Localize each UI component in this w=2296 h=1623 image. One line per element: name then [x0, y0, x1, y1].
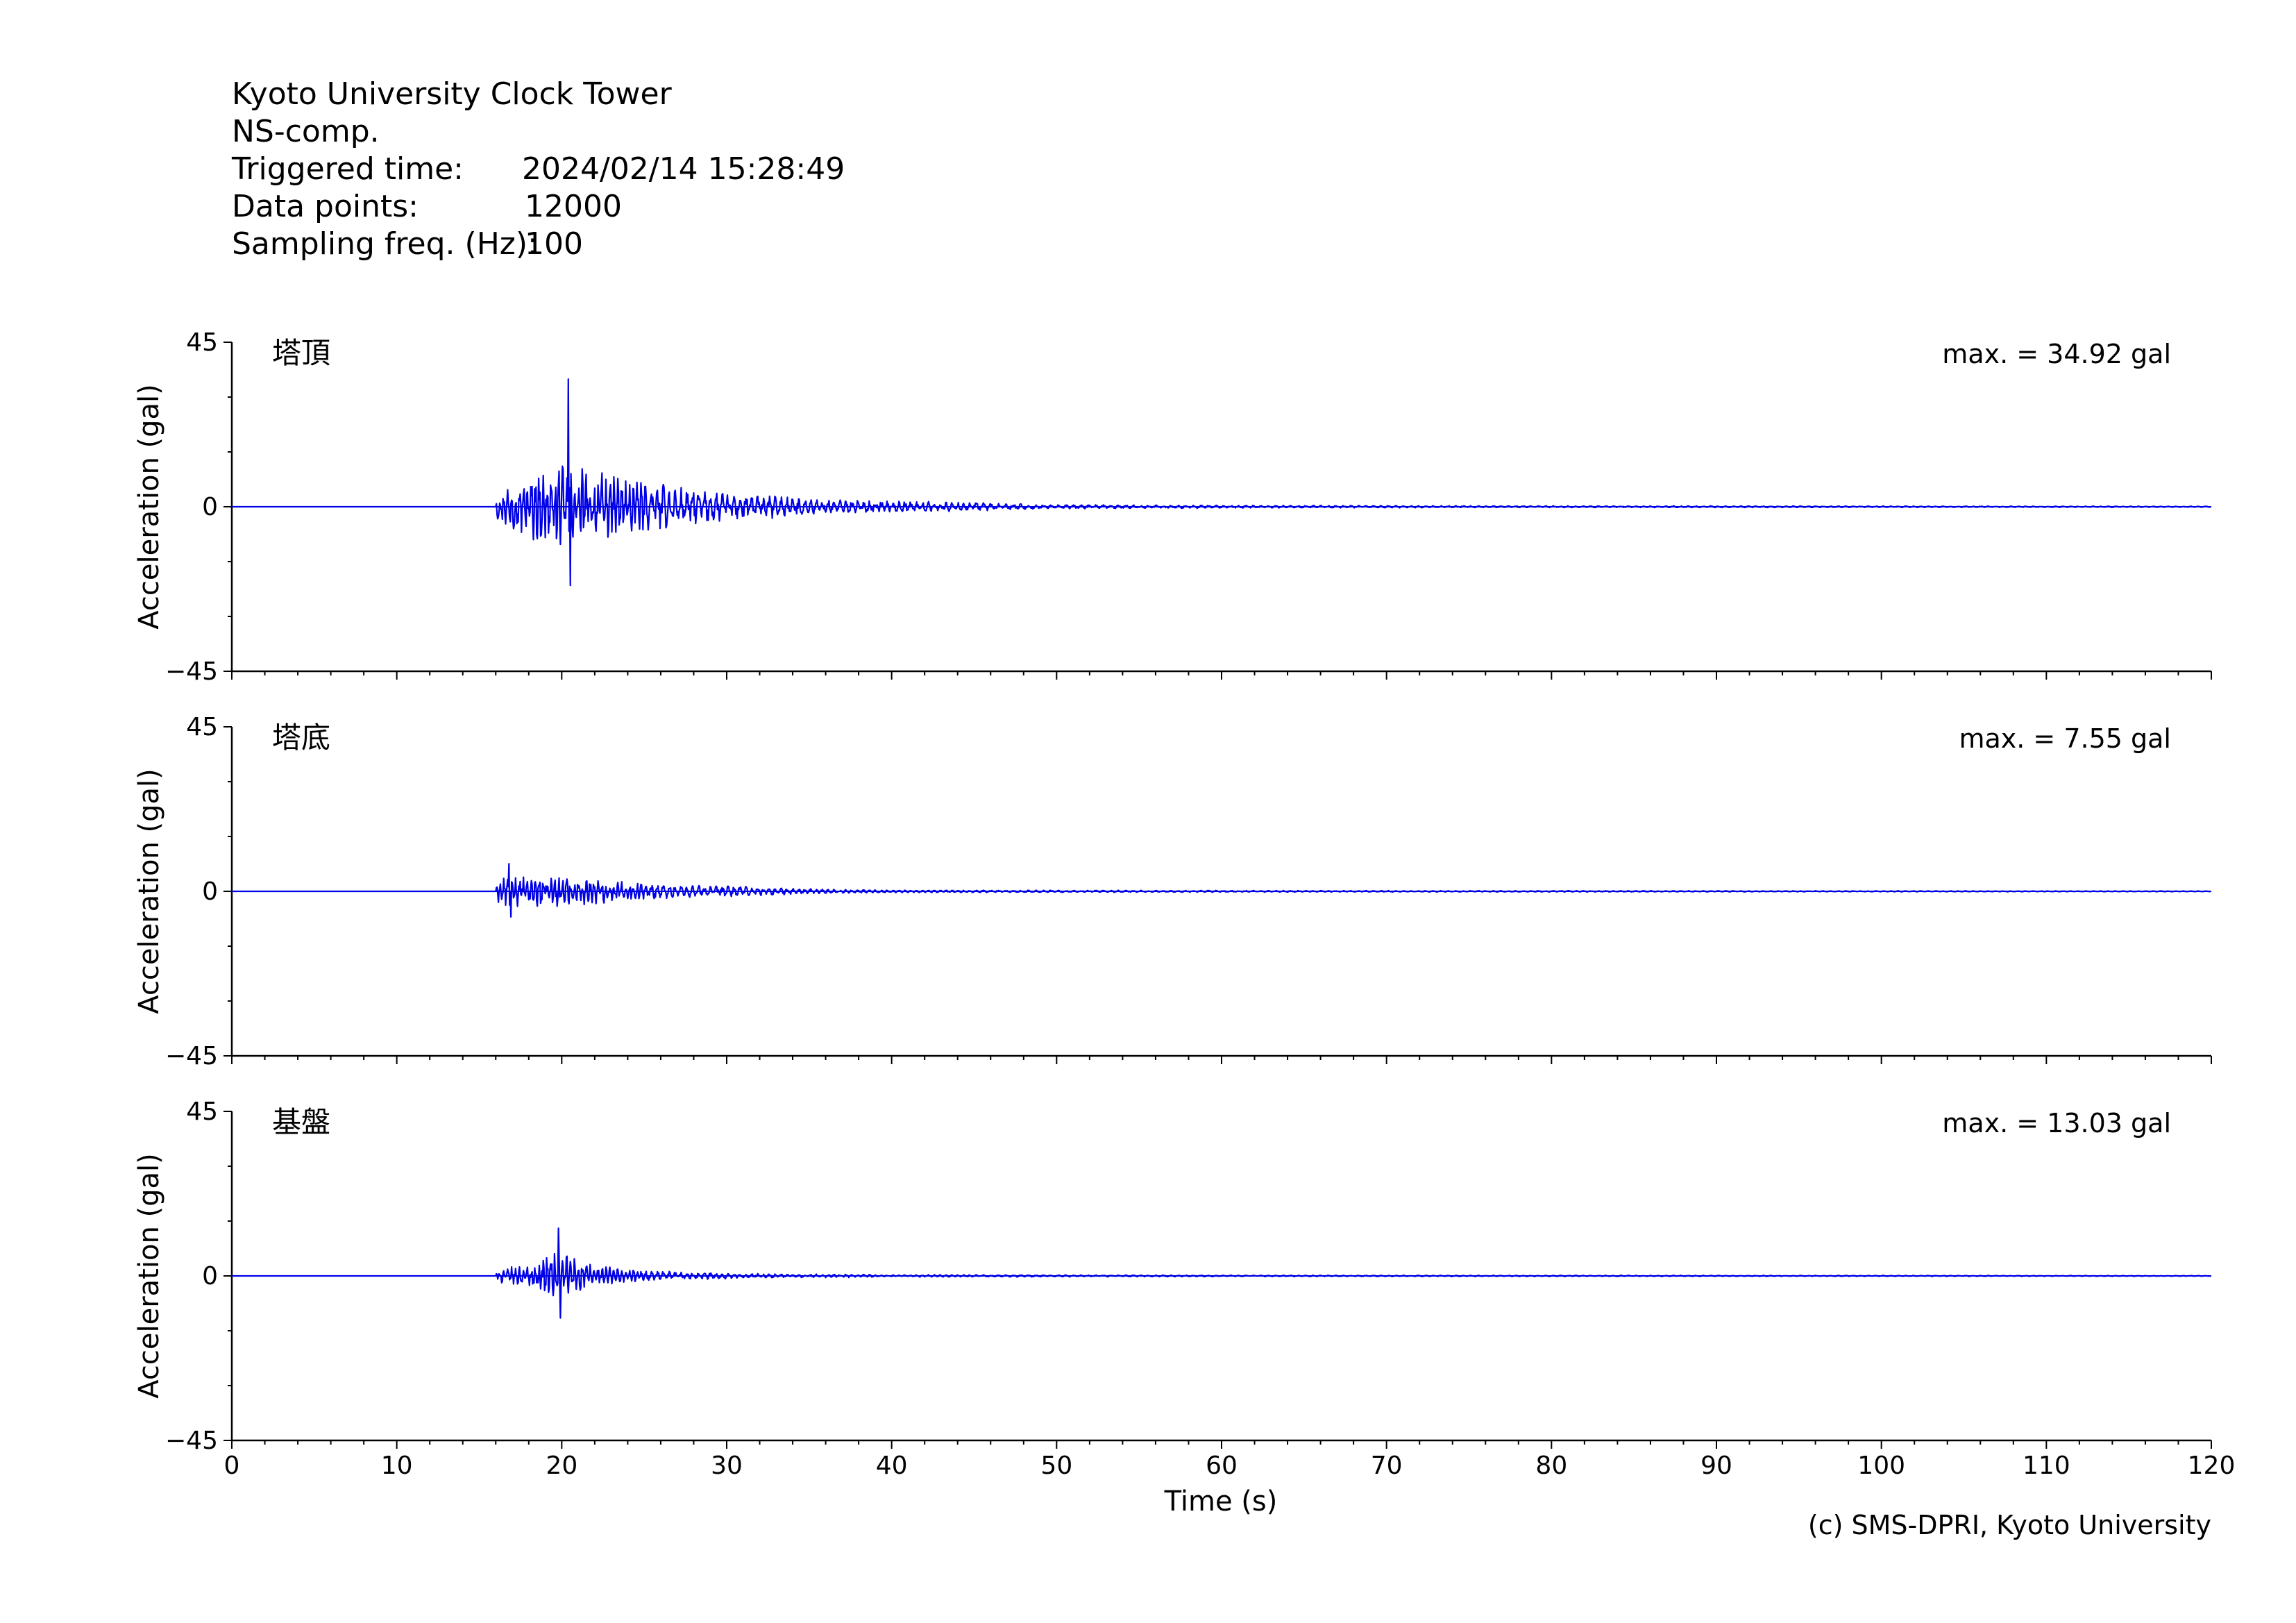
x-axis-title: Time (s)	[1164, 1486, 1278, 1517]
x-tick-label: 70	[1371, 1452, 1403, 1480]
data-points-value: 12000	[525, 189, 622, 224]
panel-tower-base: −45 0 45 Acceleration (gal) 塔底 max. = 7.55 ga…	[133, 713, 2212, 1070]
x-tick-label: 60	[1206, 1452, 1238, 1480]
sampling-freq-value: 100	[525, 226, 583, 262]
waveform-line	[231, 378, 2211, 587]
x-tick-label: 120	[2188, 1452, 2236, 1480]
credit-text: (c) SMS-DPRI, Kyoto University	[1808, 1510, 2211, 1540]
y-axis-title: Acceleration (gal)	[133, 384, 165, 630]
x-tick-label: 110	[2023, 1452, 2070, 1480]
series-name-label: 塔底	[272, 721, 330, 755]
waveform-line	[231, 1227, 2211, 1319]
y-tick-label: 0	[202, 877, 218, 906]
series-name-label: 基盤	[272, 1105, 330, 1139]
x-tick-label: 50	[1040, 1452, 1072, 1480]
y-tick-label: −45	[165, 1042, 218, 1070]
y-tick-label: −45	[165, 1427, 218, 1455]
x-tick-label: 80	[1535, 1452, 1567, 1480]
header-block: Kyoto University Clock Tower NS-comp. Tr…	[231, 76, 845, 262]
max-value-label: max. = 7.55 gal	[1959, 723, 2171, 754]
panel-bedrock: −45 0 45 Acceleration (gal) 基盤 max. = 13.03 g…	[133, 1098, 2212, 1455]
y-tick-label: 45	[186, 1098, 218, 1126]
sampling-freq-label: Sampling freq. (Hz):	[232, 226, 538, 262]
x-axis-tick-labels: 0 10 20 30 40 50 60 70 80 90 100 110 120	[224, 1452, 2236, 1480]
x-tick-label: 30	[711, 1452, 743, 1480]
data-points-label: Data points:	[232, 189, 419, 224]
y-tick-label: 0	[202, 493, 218, 521]
y-tick-label: −45	[165, 657, 218, 686]
y-tick-label: 0	[202, 1262, 218, 1290]
x-tick-label: 90	[1700, 1452, 1732, 1480]
x-tick-label: 10	[381, 1452, 413, 1480]
triggered-time-label: Triggered time:	[231, 151, 464, 187]
station-name: Kyoto University Clock Tower	[232, 76, 673, 112]
x-tick-label: 20	[546, 1452, 577, 1480]
series-name-label: 塔頂	[272, 336, 330, 370]
max-value-label: max. = 13.03 gal	[1942, 1108, 2171, 1138]
panel-tower-top: −45 0 45 Acceleration (gal) 塔頂 max. = 34.92 g…	[133, 328, 2212, 686]
y-axis-title: Acceleration (gal)	[133, 1153, 165, 1399]
y-axis-title: Acceleration (gal)	[133, 768, 165, 1014]
x-tick-label: 40	[876, 1452, 908, 1480]
y-tick-label: 45	[186, 713, 218, 741]
y-tick-label: 45	[186, 328, 218, 357]
max-value-label: max. = 34.92 gal	[1942, 339, 2171, 369]
waveform-line	[231, 863, 2211, 918]
triggered-time-value: 2024/02/14 15:28:49	[522, 151, 845, 187]
component-label: NS-comp.	[232, 114, 380, 149]
x-tick-label: 100	[1857, 1452, 1905, 1480]
x-tick-label: 0	[224, 1452, 240, 1480]
